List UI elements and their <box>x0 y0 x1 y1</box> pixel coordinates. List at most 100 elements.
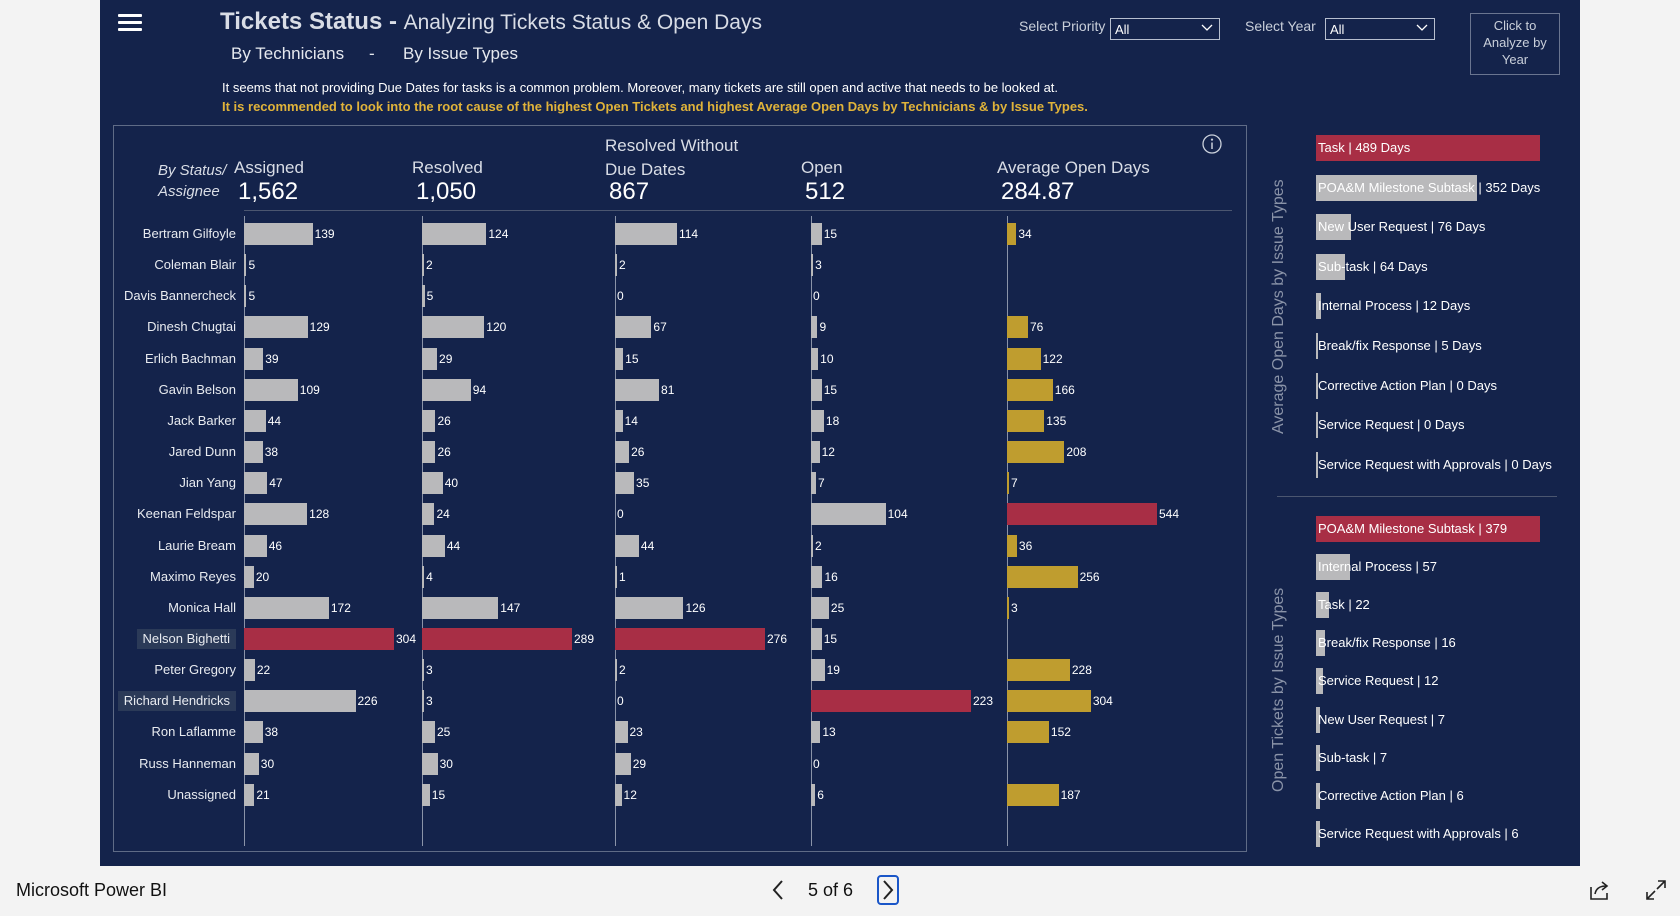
data-bar[interactable] <box>615 347 624 370</box>
issue-bar[interactable] <box>1316 782 1320 809</box>
data-bar[interactable] <box>615 627 765 650</box>
assignee-name[interactable]: Monica Hall <box>168 599 236 615</box>
data-bar[interactable] <box>422 347 438 370</box>
data-bar[interactable] <box>811 534 813 557</box>
data-bar[interactable] <box>811 409 824 432</box>
data-bar[interactable] <box>422 721 435 744</box>
data-bar[interactable] <box>244 472 268 495</box>
data-bar[interactable] <box>422 596 499 619</box>
issue-bar[interactable] <box>1316 706 1321 733</box>
data-bar[interactable] <box>244 503 308 526</box>
data-bar[interactable] <box>244 316 308 339</box>
data-bar[interactable] <box>615 316 652 339</box>
assignee-name[interactable]: Jian Yang <box>179 475 236 491</box>
issue-bar[interactable] <box>1316 451 1318 478</box>
data-bar[interactable] <box>244 783 255 806</box>
assignee-name[interactable]: Nelson Bighetti <box>136 628 236 649</box>
assignee-name[interactable]: Richard Hendricks <box>117 691 236 712</box>
data-bar[interactable] <box>615 472 635 495</box>
data-bar[interactable] <box>422 783 430 806</box>
data-bar[interactable] <box>244 596 329 619</box>
assignee-name[interactable]: Unassigned <box>167 786 236 802</box>
data-bar[interactable] <box>1007 690 1091 713</box>
data-bar[interactable] <box>615 378 660 401</box>
data-bar[interactable] <box>422 472 443 495</box>
assignee-name[interactable]: Erlich Bachman <box>144 350 236 366</box>
chevron-left-icon[interactable] <box>768 878 788 902</box>
data-bar[interactable] <box>422 285 425 308</box>
data-bar[interactable] <box>422 565 425 588</box>
issue-bar[interactable] <box>1316 293 1322 320</box>
data-bar[interactable] <box>244 409 266 432</box>
data-bar[interactable] <box>811 472 817 495</box>
assignee-name[interactable]: Bertram Gilfoyle <box>142 226 236 241</box>
data-bar[interactable] <box>615 783 622 806</box>
assignee-name[interactable]: Coleman Blair <box>154 257 236 273</box>
data-bar[interactable] <box>244 721 263 744</box>
data-bar[interactable] <box>244 752 259 775</box>
analyze-by-year-button[interactable]: Click to Analyze by Year <box>1470 13 1560 75</box>
data-bar[interactable] <box>244 441 263 464</box>
assignee-name[interactable]: Gavin Belson <box>158 381 236 397</box>
data-bar[interactable] <box>1007 659 1070 682</box>
data-bar[interactable] <box>244 690 356 713</box>
assignee-name[interactable]: Davis Bannercheck <box>124 288 236 304</box>
data-bar[interactable] <box>811 316 818 339</box>
data-bar[interactable] <box>422 690 424 713</box>
issue-bar[interactable] <box>1316 214 1351 241</box>
data-bar[interactable] <box>244 254 247 277</box>
hamburger-menu-icon[interactable] <box>118 14 142 34</box>
data-bar[interactable] <box>811 378 822 401</box>
data-bar[interactable] <box>811 627 822 650</box>
data-bar[interactable] <box>244 223 313 245</box>
data-bar[interactable] <box>615 752 631 775</box>
data-bar[interactable] <box>422 254 424 277</box>
share-icon[interactable] <box>1588 878 1612 902</box>
assignee-name[interactable]: Jared Dunn <box>168 444 236 460</box>
priority-select[interactable]: All <box>1110 18 1220 40</box>
issue-bar[interactable] <box>1316 174 1478 201</box>
data-bar[interactable] <box>811 503 886 526</box>
data-bar[interactable] <box>1007 472 1009 495</box>
data-bar[interactable] <box>244 659 255 682</box>
data-bar[interactable] <box>615 565 617 588</box>
info-icon[interactable] <box>1202 134 1222 154</box>
nav-by-issue-types[interactable]: By Issue Types <box>403 44 518 63</box>
issue-bar[interactable] <box>1316 820 1320 847</box>
expand-icon[interactable] <box>1644 878 1668 902</box>
data-bar[interactable] <box>1007 721 1049 744</box>
data-bar[interactable] <box>422 409 436 432</box>
data-bar[interactable] <box>1007 534 1017 557</box>
data-bar[interactable] <box>811 347 819 370</box>
data-bar[interactable] <box>1007 783 1059 806</box>
data-bar[interactable] <box>615 254 617 277</box>
data-bar[interactable] <box>615 409 623 432</box>
data-bar[interactable] <box>615 534 639 557</box>
next-page-button[interactable] <box>877 875 899 905</box>
assignee-name[interactable]: Maximo Reyes <box>150 568 236 584</box>
data-bar[interactable] <box>422 441 436 464</box>
data-bar[interactable] <box>422 659 424 682</box>
data-bar[interactable] <box>1007 596 1009 619</box>
data-bar[interactable] <box>244 285 247 308</box>
assignee-name[interactable]: Jack Barker <box>167 412 236 428</box>
data-bar[interactable] <box>1007 409 1045 432</box>
data-bar[interactable] <box>1007 316 1028 339</box>
nav-by-technicians[interactable]: By Technicians <box>231 44 345 63</box>
issue-bar[interactable] <box>1316 592 1329 619</box>
assignee-name[interactable]: Peter Gregory <box>154 662 236 678</box>
data-bar[interactable] <box>422 378 471 401</box>
assignee-name[interactable]: Russ Hanneman <box>139 755 236 771</box>
data-bar[interactable] <box>422 627 572 650</box>
data-bar[interactable] <box>244 627 394 650</box>
assignee-name[interactable]: Keenan Feldspar <box>136 506 236 522</box>
data-bar[interactable] <box>811 223 822 245</box>
data-bar[interactable] <box>615 721 628 744</box>
data-bar[interactable] <box>811 254 814 277</box>
assignee-name[interactable]: Dinesh Chugtai <box>147 319 236 335</box>
data-bar[interactable] <box>1007 223 1017 245</box>
data-bar[interactable] <box>422 503 435 526</box>
issue-bar[interactable] <box>1316 253 1346 280</box>
data-bar[interactable] <box>811 690 971 713</box>
data-bar[interactable] <box>615 659 617 682</box>
